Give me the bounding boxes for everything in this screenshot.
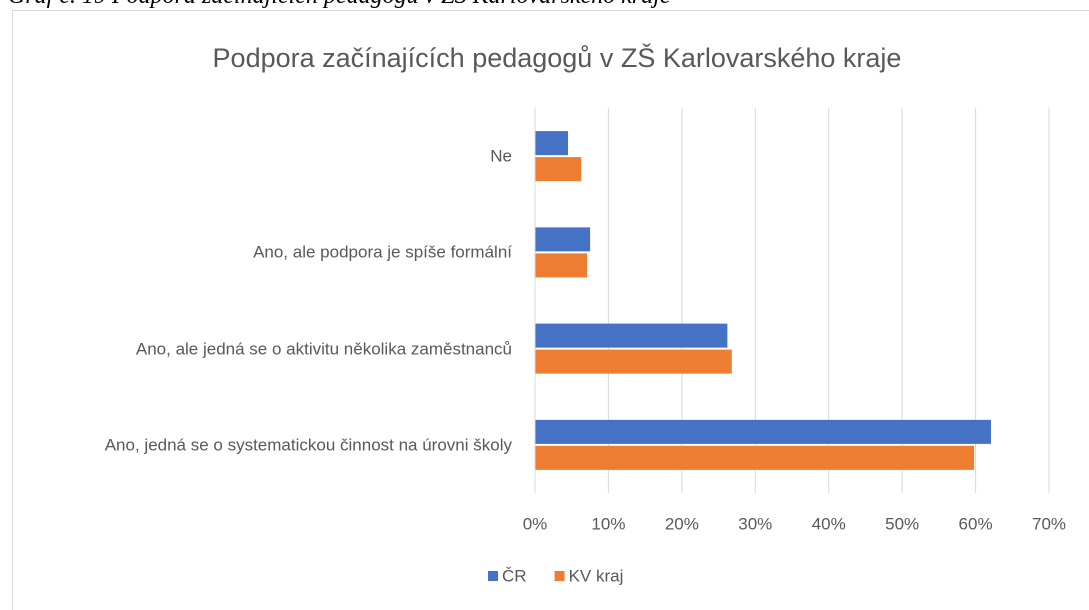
caption: Graf č. 19 Podpora začínajících pedagogů… (8, 0, 671, 10)
legend-swatch (488, 571, 498, 581)
bar (535, 157, 582, 182)
bar (535, 323, 728, 348)
legend-label: KV kraj (569, 566, 624, 585)
x-tick-label: 30% (738, 514, 772, 533)
x-tick-label: 70% (1032, 514, 1066, 533)
y-tick-label: Ano, ale podpora je spíše formální (253, 242, 512, 262)
chart-frame (12, 10, 1089, 610)
chart-title: Podpora začínajících pedagogů v ZŠ Karlo… (213, 42, 902, 73)
bar (535, 227, 591, 252)
legend-swatch (554, 571, 565, 581)
y-tick-label: Ne (490, 146, 512, 166)
x-tick-label: 10% (591, 514, 625, 533)
bar (535, 253, 588, 278)
x-tick-label: 50% (885, 514, 919, 533)
legend-label: ČR (502, 566, 527, 585)
y-tick-label: Ano, jedná se o systematickou činnost na… (104, 435, 512, 455)
x-tick-label: 60% (959, 514, 993, 533)
bar (535, 445, 975, 470)
bar (535, 349, 732, 374)
x-tick-label: 20% (665, 514, 699, 533)
bar (535, 131, 569, 156)
x-tick-label: 40% (812, 514, 846, 533)
y-tick-label: Ano, ale jedná se o aktivitu několika za… (135, 339, 512, 359)
bar (535, 419, 991, 444)
x-tick-label: 0% (523, 514, 548, 533)
